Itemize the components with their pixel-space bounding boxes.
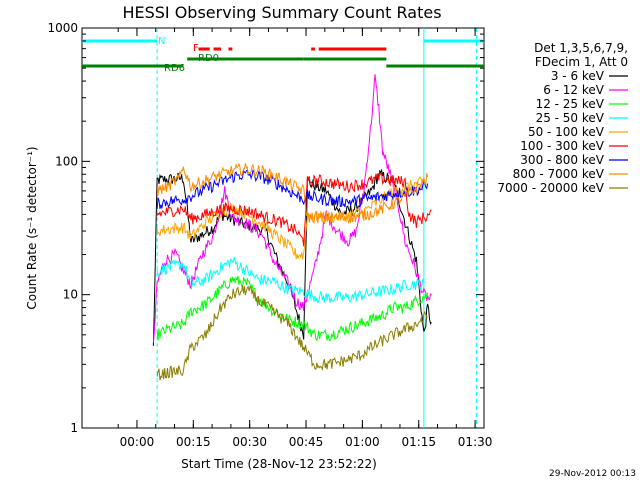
x-tick-label-00-30: 00:30 bbox=[232, 435, 267, 449]
x-tick-label-00-15: 00:15 bbox=[176, 435, 211, 449]
flag-label-f: F bbox=[193, 43, 199, 54]
series-line-7000-20000-kev bbox=[156, 285, 428, 381]
legend-header-line-2: FDecim 1, Att 0 bbox=[535, 55, 628, 69]
y-axis-label: Count Rate (s⁻¹ detector⁻¹) bbox=[25, 146, 39, 309]
y-tick-label-100: 100 bbox=[55, 154, 78, 168]
legend-label-800-7000-kev: 800 - 7000 keV bbox=[513, 167, 605, 181]
series-line-300-800-kev bbox=[156, 169, 429, 210]
series-line-800-7000-kev bbox=[156, 162, 429, 225]
x-axis-label: Start Time (28-Nov-12 23:52:22) bbox=[181, 457, 377, 471]
legend-label-3-6-kev: 3 - 6 keV bbox=[551, 69, 605, 83]
flag-label-rd0: RD0 bbox=[198, 53, 219, 64]
series-line-12-25-kev bbox=[156, 275, 429, 342]
x-tick-label-00-00: 00:00 bbox=[120, 435, 155, 449]
legend-label-12-25-kev: 12 - 25 keV bbox=[536, 97, 605, 111]
series-line-3-6-kev bbox=[152, 168, 432, 346]
legend-header-line-1: Det 1,3,5,6,7,9, bbox=[534, 41, 628, 55]
flag-label-n: N bbox=[158, 36, 165, 47]
legend-label-100-300-kev: 100 - 300 keV bbox=[520, 139, 604, 153]
flag-label-rd6: RD6 bbox=[164, 63, 185, 74]
legend-label-50-100-kev: 50 - 100 keV bbox=[528, 125, 605, 139]
legend-label-6-12-kev: 6 - 12 keV bbox=[543, 83, 605, 97]
series-lines bbox=[152, 74, 432, 381]
chart-title: HESSI Observing Summary Count Rates bbox=[122, 3, 441, 22]
series-line-25-50-kev bbox=[156, 256, 425, 304]
axis-ticks: 1 10 100 1000 00:00 00:15 00:30 00:45 01:00 01:15… bbox=[47, 21, 492, 449]
series-line-50-100-kev bbox=[156, 176, 425, 260]
y-tick-label-10: 10 bbox=[63, 288, 78, 302]
legend-label-25-50-kev: 25 - 50 keV bbox=[536, 111, 605, 125]
series-line-100-300-kev bbox=[156, 170, 432, 247]
x-tick-label-01-30: 01:30 bbox=[458, 435, 493, 449]
plot-frame bbox=[81, 27, 485, 429]
legend-label-7000-20000-kev: 7000 - 20000 keV bbox=[497, 181, 604, 195]
x-tick-label-01-00: 01:00 bbox=[345, 435, 380, 449]
footer-timestamp: 29-Nov-2012 00:13 bbox=[549, 469, 636, 479]
x-tick-label-01-15: 01:15 bbox=[401, 435, 436, 449]
y-tick-label-1000: 1000 bbox=[47, 21, 78, 35]
legend-label-300-800-kev: 300 - 800 keV bbox=[520, 153, 604, 167]
y-tick-label-1: 1 bbox=[70, 421, 78, 435]
x-tick-label-00-45: 00:45 bbox=[289, 435, 324, 449]
